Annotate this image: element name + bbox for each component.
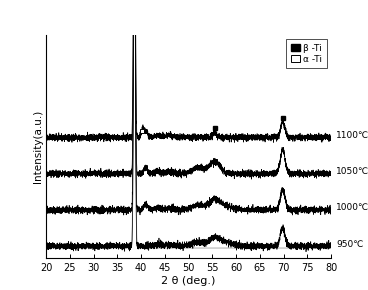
Text: 1000℃: 1000℃ bbox=[336, 203, 368, 212]
X-axis label: 2 θ (deg.): 2 θ (deg.) bbox=[162, 276, 216, 286]
Text: 1100℃: 1100℃ bbox=[336, 131, 368, 140]
Y-axis label: Intensity(a.u.): Intensity(a.u.) bbox=[33, 110, 43, 183]
Legend: β -Ti, α -Ti: β -Ti, α -Ti bbox=[286, 39, 327, 68]
Text: 1050℃: 1050℃ bbox=[336, 167, 368, 176]
Text: 950℃: 950℃ bbox=[336, 240, 363, 249]
